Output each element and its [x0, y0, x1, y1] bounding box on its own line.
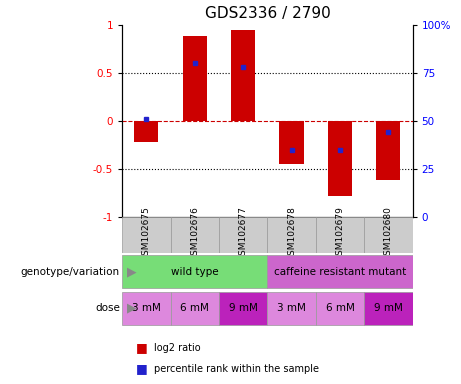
Bar [267, 217, 316, 253]
Bar [316, 217, 364, 253]
Text: percentile rank within the sample: percentile rank within the sample [154, 364, 319, 374]
Bar [376, 121, 401, 180]
Text: genotype/variation: genotype/variation [21, 266, 120, 277]
Text: GSM102678: GSM102678 [287, 206, 296, 261]
Text: dose: dose [95, 303, 120, 313]
Bar [134, 121, 159, 142]
Text: 9 mM: 9 mM [374, 303, 403, 313]
Bar [122, 217, 171, 253]
Text: 6 mM: 6 mM [325, 303, 355, 313]
Text: caffeine resistant mutant: caffeine resistant mutant [274, 266, 406, 277]
Bar [171, 292, 219, 324]
Bar [122, 255, 267, 288]
Text: log2 ratio: log2 ratio [154, 343, 201, 353]
Bar [219, 292, 267, 324]
Text: wild type: wild type [171, 266, 219, 277]
Bar [122, 292, 171, 324]
Text: GSM102677: GSM102677 [239, 206, 248, 261]
Title: GDS2336 / 2790: GDS2336 / 2790 [205, 6, 330, 21]
Text: GSM102679: GSM102679 [336, 206, 344, 261]
Bar [267, 255, 413, 288]
Bar [316, 292, 364, 324]
Text: GSM102675: GSM102675 [142, 206, 151, 261]
Text: GSM102680: GSM102680 [384, 206, 393, 261]
Bar [183, 36, 207, 121]
Bar [364, 292, 413, 324]
Bar [279, 121, 304, 164]
Bar [171, 217, 219, 253]
Bar [231, 30, 255, 121]
Text: 6 mM: 6 mM [180, 303, 209, 313]
Text: 3 mM: 3 mM [132, 303, 161, 313]
Text: ▶: ▶ [127, 265, 136, 278]
Bar [328, 121, 352, 196]
Text: ▶: ▶ [127, 302, 136, 314]
Bar [267, 292, 316, 324]
Text: ■: ■ [136, 341, 148, 354]
Text: GSM102676: GSM102676 [190, 206, 199, 261]
Text: ■: ■ [136, 362, 148, 375]
Text: 3 mM: 3 mM [277, 303, 306, 313]
Bar [364, 217, 413, 253]
Bar [219, 217, 267, 253]
Text: 9 mM: 9 mM [229, 303, 258, 313]
